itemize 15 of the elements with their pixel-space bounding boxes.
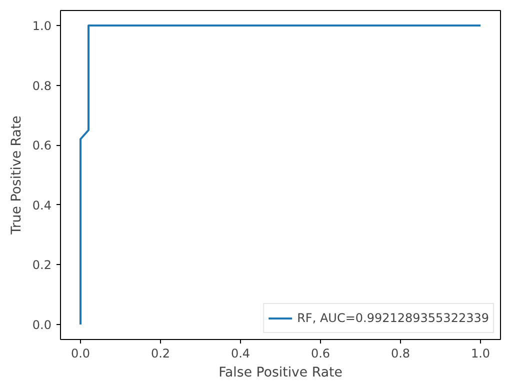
x-tick-label: 0.4 [230, 346, 250, 360]
x-axis-title: False Positive Rate [218, 366, 342, 380]
y-tick-label: 0.4 [32, 198, 52, 212]
y-tick-label: 0.2 [32, 258, 52, 272]
y-tick-label: 1.0 [32, 18, 52, 33]
legend-label: RF, AUC=0.9921289355322339 [297, 311, 489, 325]
x-tick-label: 1.0 [470, 346, 490, 360]
x-tick-label: 0.2 [150, 346, 170, 360]
x-tick-label: 0.6 [310, 346, 330, 360]
y-tick-label: 0.0 [32, 318, 52, 332]
x-tick-label: 0.0 [70, 346, 90, 360]
y-tick-label: 0.8 [32, 78, 52, 93]
y-axis-title: True Positive Rate [9, 116, 24, 236]
x-tick-label: 0.8 [390, 346, 410, 360]
y-tick-label: 0.6 [32, 138, 52, 153]
